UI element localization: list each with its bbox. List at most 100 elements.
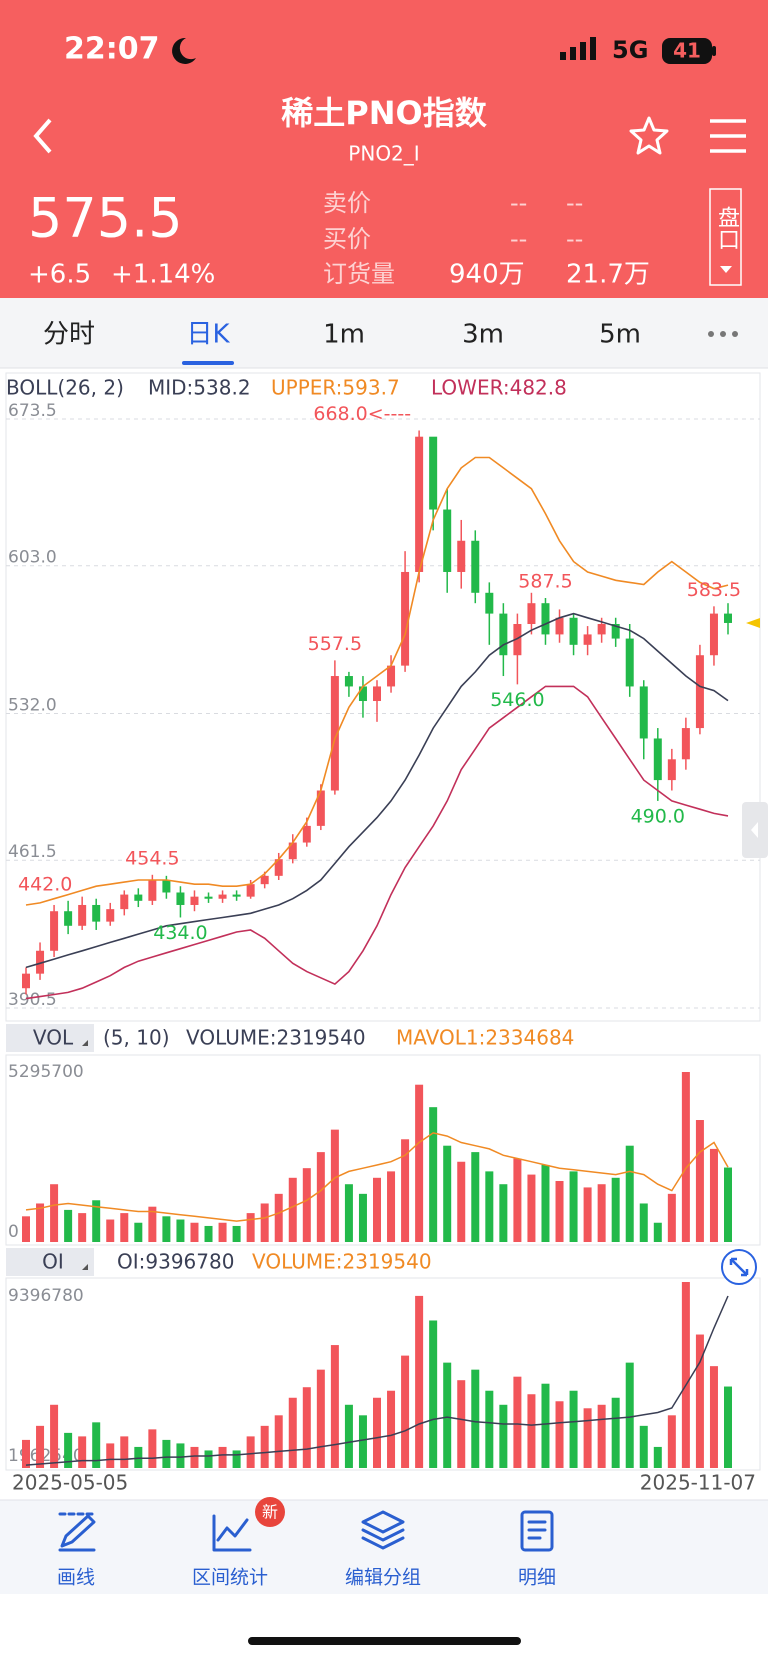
oi-volume-bar: [148, 1429, 157, 1468]
series-line: [25, 685, 729, 1000]
candle-body: [232, 894, 241, 897]
oi-volume-bar: [260, 1425, 269, 1468]
oi-volume-bar: [232, 1450, 241, 1468]
candle-body: [639, 686, 648, 739]
tab[interactable]: 分时: [43, 320, 95, 350]
last-price: 575.5: [28, 187, 183, 250]
oi-volume-bar: [485, 1390, 494, 1468]
edit-group-icon[interactable]: [361, 1510, 405, 1550]
battery-icon: [662, 38, 712, 64]
y-tick-label: 461.5: [8, 842, 57, 862]
volume-bar: [190, 1222, 199, 1242]
candle-body: [541, 603, 550, 635]
depth-button[interactable]: [709, 188, 742, 286]
volume-bar: [597, 1184, 606, 1242]
candle-body: [176, 892, 185, 905]
oi-volume-bar: [667, 1415, 676, 1468]
more-tabs[interactable]: [708, 331, 738, 337]
oi-volume-bar: [120, 1436, 129, 1468]
candle-body: [443, 509, 452, 572]
candle-body: [190, 896, 199, 905]
candle-body: [288, 842, 297, 860]
favorite-button[interactable]: [629, 116, 669, 155]
bid-value: --: [566, 225, 583, 253]
depth-arrow: [720, 266, 732, 273]
volume-panel: [5, 1054, 761, 1246]
range-stats-icon[interactable]: [212, 1514, 252, 1552]
toolbar-label[interactable]: 区间统计: [192, 1567, 268, 1589]
volume-bar: [541, 1164, 550, 1242]
oi-volume-bar: [471, 1369, 480, 1468]
candle-body: [148, 880, 157, 901]
oi-tag[interactable]: [6, 1248, 94, 1276]
candle-body: [653, 738, 662, 781]
battery-level: 41: [673, 39, 701, 63]
candle-body: [274, 859, 283, 876]
volume-bar: [611, 1177, 620, 1242]
y-tick-label: 5295700: [8, 1062, 84, 1082]
date-start: 2025-05-05: [12, 1471, 128, 1495]
oi-volume-bar: [499, 1404, 508, 1468]
candle-body: [50, 911, 59, 951]
candle-body: [401, 571, 410, 666]
menu-button[interactable]: [710, 119, 746, 153]
volume-bar: [653, 1222, 662, 1242]
price-change-pct: +1.14%: [111, 260, 215, 290]
volume-bar: [344, 1184, 353, 1242]
candle-body: [64, 911, 73, 926]
oi-volume-bar: [330, 1345, 339, 1468]
draw-line-icon[interactable]: [58, 1512, 96, 1552]
oi-volume-bar: [64, 1432, 73, 1468]
tab[interactable]: 1m: [323, 320, 365, 350]
volume-bar: [401, 1139, 410, 1242]
last-price-marker: [746, 617, 760, 628]
candle-body: [78, 904, 87, 926]
oi-volume-bar: [387, 1390, 396, 1468]
oi-volume-bar: [106, 1443, 115, 1468]
oi-volume-bar: [527, 1394, 536, 1468]
volume-bar: [246, 1213, 255, 1242]
detail-icon[interactable]: [520, 1510, 554, 1552]
volume-bar: [64, 1209, 73, 1242]
volume-bar: [527, 1174, 536, 1242]
volume-bar: [78, 1213, 87, 1242]
volume-bar: [260, 1203, 269, 1242]
oi-volume-bar: [358, 1415, 367, 1468]
badge-label: 新: [262, 1503, 278, 1522]
bid-label: 买价: [323, 225, 371, 253]
page-subtitle: PNO2_I: [348, 142, 419, 166]
tab[interactable]: 日K: [186, 320, 230, 350]
legend-oi-volume: VOLUME:2319540: [252, 1250, 432, 1274]
candle-body: [724, 613, 732, 623]
volume-bar: [625, 1145, 634, 1242]
oi-volume-bar: [625, 1362, 634, 1468]
candle-body: [260, 875, 269, 885]
oi-volume-bar: [443, 1362, 452, 1468]
status-time: 22:07: [64, 32, 160, 67]
candle-body: [583, 634, 592, 645]
toolbar-label[interactable]: 编辑分组: [345, 1567, 421, 1589]
oi-volume-bar: [288, 1397, 297, 1468]
candle-body: [555, 617, 564, 635]
oi-volume-bar: [373, 1397, 381, 1468]
oi-volume-bar: [415, 1295, 424, 1468]
toolbar-label[interactable]: 画线: [57, 1567, 95, 1589]
plot-layer: 673.5 603.0 532.0 461.5 390.5 668.0<---- 587.5…: [6, 401, 760, 1468]
depth-button-label: 盘口: [714, 206, 740, 250]
volume-value: 21.7万: [566, 260, 650, 290]
battery-tip: [712, 46, 716, 56]
price-annotation: 587.5: [518, 570, 572, 592]
tab[interactable]: 3m: [462, 320, 504, 350]
back-button[interactable]: [33, 118, 52, 154]
tab[interactable]: 5m: [599, 320, 641, 350]
vol-tag[interactable]: [6, 1024, 94, 1052]
volume-bar: [485, 1171, 494, 1242]
volume-bar: [148, 1206, 157, 1242]
toolbar-label[interactable]: 明细: [518, 1567, 556, 1589]
volume-bar: [50, 1184, 59, 1242]
candle-body: [344, 676, 353, 687]
price-annotation: 442.0: [18, 873, 72, 895]
volume-bar: [330, 1129, 339, 1242]
volume-bar: [429, 1107, 438, 1242]
